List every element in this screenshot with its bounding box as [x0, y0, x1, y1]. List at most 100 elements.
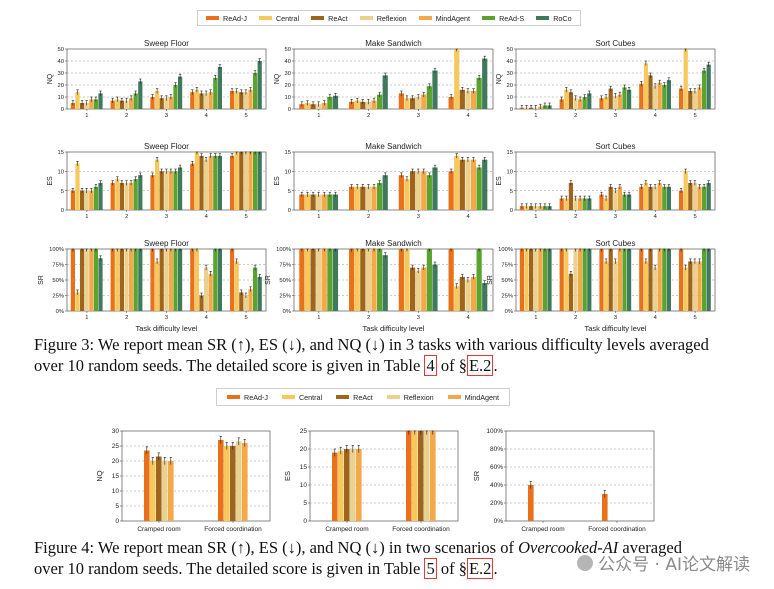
bar-read-s — [426, 86, 432, 109]
legend-item-reflexion: Reflexion — [386, 393, 434, 402]
x-tick-label: 3 — [417, 214, 420, 220]
bar-central — [338, 450, 344, 521]
x-tick-label: 3 — [165, 113, 168, 119]
bar-reflexion — [164, 171, 169, 210]
bar-roco — [627, 249, 632, 311]
watermark: 公众号 · AI论文解读 — [577, 550, 750, 575]
x-tick-label: Forced coordination — [588, 526, 646, 533]
legend-label: Central — [275, 13, 300, 23]
bar-roco — [482, 58, 488, 109]
bar-reflexion — [465, 280, 471, 311]
bar-central — [564, 249, 569, 311]
bar-react — [459, 89, 465, 109]
bar-react — [608, 186, 613, 210]
legend-item-read-j: ReAd-J — [227, 393, 268, 402]
bar-read-s — [173, 85, 178, 109]
bar-read-s — [133, 179, 138, 210]
y-tick-label: 15 — [112, 473, 120, 480]
bar-mindagent — [208, 155, 213, 210]
bar-react — [80, 190, 85, 210]
bar-reflexion — [124, 182, 129, 210]
y-tick-label: 0 — [510, 107, 513, 113]
y-tick-label: 0% — [56, 309, 64, 315]
y-tick-label: 25 — [300, 428, 308, 435]
x-tick-label: 4 — [467, 113, 471, 119]
bar-roco — [482, 159, 488, 210]
y-axis-label: NQ — [47, 73, 54, 84]
table-ref-link[interactable]: 4 — [424, 355, 437, 376]
bar-reflexion — [204, 159, 209, 210]
bar-mindagent — [421, 267, 427, 311]
table-ref-link[interactable]: 5 — [424, 558, 437, 579]
bar-central — [224, 446, 230, 521]
y-tick-label: 10 — [285, 95, 291, 101]
bar-central — [643, 261, 648, 311]
y-tick-label: 30 — [285, 71, 291, 77]
bar-read-s — [377, 182, 383, 210]
chart-title: Make Sandwich — [365, 142, 421, 151]
bar-central — [564, 89, 569, 109]
bar-read-s — [133, 249, 138, 311]
bar-read-j — [349, 186, 355, 210]
legend-swatch — [386, 395, 400, 399]
bar-mindagent — [248, 289, 253, 311]
bar-roco — [666, 249, 671, 311]
bar-roco — [332, 249, 339, 311]
bar-reflexion — [692, 261, 697, 311]
section-ref-link[interactable]: E.2 — [466, 558, 494, 579]
y-axis-label: SR — [487, 275, 494, 285]
figure4-legend: ReAd-J Central ReAct Reflexion MindAgent — [216, 388, 511, 406]
y-tick-label: 10 — [507, 95, 513, 101]
bar-mindagent — [208, 273, 213, 311]
bar-react — [344, 449, 350, 521]
bar-read-j — [230, 91, 235, 109]
y-tick-label: 5 — [303, 500, 307, 507]
bar-reflexion — [415, 171, 421, 210]
x-tick-label: 2 — [125, 315, 128, 321]
y-tick-label: 25% — [501, 294, 513, 300]
section-ref-link[interactable]: E.2 — [466, 355, 494, 376]
bar-read-s — [476, 167, 482, 210]
legend-label: ReAd-J — [244, 392, 268, 402]
bar-reflexion — [692, 91, 697, 109]
y-tick-label: 10 — [285, 170, 291, 176]
y-tick-label: 20 — [58, 83, 64, 89]
bar-mindagent — [129, 98, 134, 109]
y-axis-label: NQ — [274, 73, 281, 84]
x-tick-label: 1 — [317, 113, 320, 119]
y-tick-label: 15 — [58, 150, 64, 156]
y-tick-label: 50% — [501, 278, 513, 284]
bar-react — [360, 249, 366, 311]
bar-mindagent — [421, 94, 427, 109]
bar-react — [409, 267, 416, 311]
x-axis-label: Task difficulty level — [585, 324, 647, 333]
bar-read-j — [639, 186, 644, 210]
bar-central — [234, 91, 239, 109]
y-tick-label: 20 — [285, 83, 291, 89]
chart-nq-sweep: 0 10 20 30 40 50 NQ Sweep Floor 1 2 3 4 5 — [47, 39, 267, 119]
bar-mindagent — [242, 443, 248, 521]
chart-sr-cubes: 0% 25% 50% 75% 100% SR Sort Cubes 1 2 3 4 5 — [487, 239, 716, 321]
bar-read-j — [144, 450, 150, 521]
bar-mindagent — [321, 249, 327, 311]
bar-roco — [332, 194, 339, 210]
bar-central — [75, 163, 80, 210]
x-tick-label: 4 — [654, 315, 658, 321]
y-tick-label: 25 — [112, 443, 120, 450]
x-tick-label: Cramped room — [325, 526, 368, 533]
x-tick-label: 4 — [467, 315, 471, 321]
bar-react — [310, 194, 316, 210]
bar-react — [648, 249, 653, 311]
bar-read-j — [349, 249, 355, 311]
bar-read-j — [110, 100, 115, 109]
bar-reflexion — [350, 449, 356, 521]
legend-item-central: Central — [258, 13, 300, 23]
bar-read-j — [70, 249, 75, 311]
bar-reflexion — [533, 249, 538, 311]
y-tick-label: 5 — [510, 189, 513, 195]
x-tick-label: 1 — [317, 315, 320, 321]
bar-reflexion — [573, 198, 578, 210]
x-tick-label: 2 — [574, 214, 577, 220]
legend-label: ReAd-S — [499, 13, 525, 23]
